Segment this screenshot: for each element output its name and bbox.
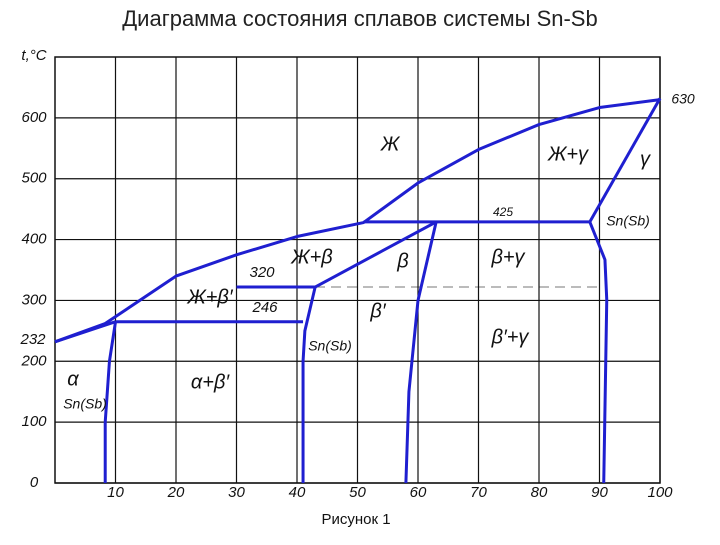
phase-boundary — [301, 286, 317, 483]
region-label: 246 — [251, 299, 278, 316]
x-tick-label: 50 — [349, 484, 366, 501]
region-label: 630 — [671, 91, 695, 107]
y-tick-label: 100 — [21, 413, 47, 430]
y-tick-label: 0 — [30, 474, 39, 491]
phase-boundary — [588, 221, 609, 484]
y-tick-label: 400 — [21, 231, 47, 248]
y-tick-label: 500 — [21, 170, 47, 187]
y-tick-label: 600 — [21, 109, 47, 126]
region-label: 425 — [493, 205, 513, 219]
phase-boundary — [588, 97, 662, 223]
chart-title: Диаграмма состояния сплавов системы Sn-S… — [122, 6, 597, 31]
x-tick-label: 30 — [228, 484, 245, 501]
caption: Рисунок 1 — [321, 511, 390, 528]
phase-boundary — [404, 221, 438, 484]
phase-boundary — [314, 220, 437, 289]
x-tick-label: 90 — [591, 484, 608, 501]
region-label: α — [67, 368, 79, 390]
y-tick-label: 200 — [20, 352, 47, 369]
region-label: 232 — [19, 331, 46, 348]
x-tick-label: 20 — [167, 484, 185, 501]
region-label: Ж — [380, 133, 401, 155]
y-axis-label: t,°C — [21, 47, 46, 64]
x-tick-label: 80 — [531, 484, 548, 501]
region-label: β′+γ — [491, 326, 530, 348]
region-label: α+β′ — [191, 371, 231, 393]
y-tick-label: 300 — [21, 291, 47, 308]
x-tick-label: 60 — [410, 484, 427, 501]
x-tick-label: 40 — [289, 484, 306, 501]
x-tick-label: 70 — [470, 484, 487, 501]
x-tick-label: 10 — [107, 484, 124, 501]
phase-boundary — [54, 320, 116, 344]
region-label: Sn(Sb) — [63, 396, 107, 412]
region-label: Ж+γ — [547, 143, 589, 165]
region-label: 320 — [249, 264, 275, 281]
region-label: β′ — [369, 300, 386, 322]
x-tick-label: 100 — [647, 484, 673, 501]
region-label: β+γ — [490, 246, 525, 268]
region-label: γ — [640, 148, 651, 170]
region-label: β — [396, 250, 408, 272]
region-label: Sn(Sb) — [308, 338, 352, 354]
region-label: Ж+β′ — [186, 286, 233, 308]
region-label: Ж+β — [290, 246, 332, 268]
phase-boundary — [103, 321, 117, 483]
region-label: Sn(Sb) — [606, 213, 650, 229]
